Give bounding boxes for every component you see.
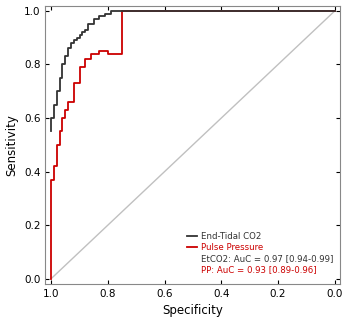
Y-axis label: Sensitivity: Sensitivity	[6, 114, 18, 176]
X-axis label: Specificity: Specificity	[163, 305, 223, 318]
Legend: End-Tidal CO2, Pulse Pressure, EtCO2: AuC = 0.97 [0.94-0.99], PP: AuC = 0.93 [0.: End-Tidal CO2, Pulse Pressure, EtCO2: Au…	[187, 232, 333, 274]
